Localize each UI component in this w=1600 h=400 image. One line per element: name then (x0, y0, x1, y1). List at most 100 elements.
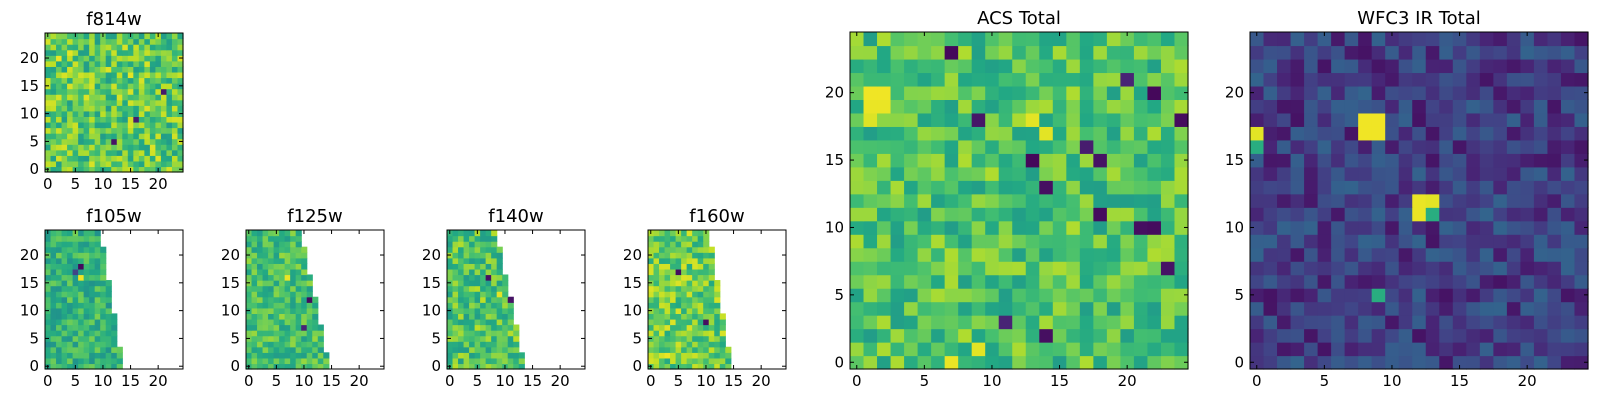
heatmap-cell (917, 315, 932, 330)
heatmap-cell (61, 285, 68, 292)
heatmap-cell (166, 71, 173, 79)
heatmap-cell (447, 285, 454, 292)
heatmap-cell (1012, 315, 1027, 330)
heatmap-cell (284, 341, 291, 348)
heatmap-cell (513, 341, 520, 348)
heatmap-cell (50, 105, 57, 112)
heatmap-cell (155, 38, 162, 45)
heatmap-cell (1439, 85, 1454, 100)
heatmap-cell (111, 352, 118, 359)
heatmap-cell (998, 126, 1013, 141)
heatmap-cell (714, 330, 721, 337)
heatmap-cell (998, 193, 1013, 208)
heatmap-cell (686, 330, 693, 337)
heatmap-cell (1425, 139, 1440, 154)
heatmap-cell (67, 285, 74, 292)
heatmap-cell (78, 83, 85, 90)
heatmap-cell (111, 318, 118, 326)
heatmap-cell (917, 166, 932, 181)
heatmap-cell (708, 302, 715, 309)
heatmap-cell (257, 241, 264, 248)
heatmap-cell (648, 257, 655, 264)
heatmap-cell (1533, 166, 1549, 181)
heatmap-cell (251, 324, 258, 331)
heatmap-cell (496, 246, 503, 253)
heatmap-cell (1533, 99, 1549, 114)
heatmap-cell (469, 341, 476, 348)
heatmap-cell (251, 274, 258, 281)
heatmap-cell (485, 252, 492, 259)
heatmap-cell (1493, 342, 1508, 357)
heatmap-cell (863, 153, 878, 168)
heatmap-cell (659, 313, 666, 320)
heatmap-cell (1425, 45, 1440, 60)
heatmap-cell (177, 33, 184, 40)
heatmap-cell (686, 291, 693, 298)
heatmap-cell (958, 301, 973, 316)
heatmap-cell (155, 88, 162, 95)
heatmap-cell (257, 235, 264, 242)
heatmap-cell (262, 352, 269, 359)
heatmap-cell (50, 246, 57, 253)
heatmap-cell (1371, 85, 1386, 100)
heatmap-cell (279, 263, 286, 270)
heatmap-cell (50, 77, 57, 84)
heatmap-cell (273, 280, 280, 287)
heatmap-cell (160, 144, 168, 151)
heatmap-cell (670, 230, 677, 237)
heatmap-cell (1493, 288, 1508, 303)
heatmap-cell (1506, 99, 1521, 114)
heatmap-cell (480, 335, 487, 342)
heatmap-cell (1520, 85, 1535, 100)
heatmap-cell (719, 341, 726, 348)
heatmap-cell (72, 285, 79, 292)
heatmap-cell (703, 307, 710, 314)
heatmap-cell (998, 342, 1013, 357)
heatmap-cell (1547, 180, 1562, 195)
heatmap-cell (155, 149, 162, 156)
heatmap-cell (1520, 139, 1535, 154)
heatmap-cell (1147, 166, 1162, 181)
heatmap-cell (1466, 45, 1481, 60)
heatmap-cell (279, 280, 286, 287)
heatmap-cell (1412, 99, 1427, 114)
heatmap-cell (681, 335, 688, 342)
heatmap-cell (1120, 342, 1135, 357)
heatmap-cell (1371, 355, 1386, 370)
x-tick-label: 10 (1382, 372, 1401, 390)
heatmap-cell (116, 155, 123, 162)
heatmap-cell (1290, 315, 1305, 330)
heatmap-cell (1106, 207, 1121, 222)
heatmap-cell (127, 105, 134, 112)
heatmap-cell (1574, 342, 1589, 357)
heatmap-cell (149, 166, 156, 173)
heatmap-cell (83, 77, 90, 84)
heatmap-cell (1174, 32, 1189, 47)
heatmap-cell (1533, 274, 1549, 289)
heatmap-cell (1304, 301, 1319, 316)
heatmap-cell (171, 88, 179, 95)
heatmap-cell (306, 307, 313, 314)
heatmap-cell (1120, 234, 1135, 249)
heatmap-cell (1133, 112, 1149, 127)
heatmap-cell (653, 274, 660, 281)
heatmap-cell (1066, 99, 1081, 114)
heatmap-cell (67, 291, 74, 298)
heatmap-cell (1452, 45, 1467, 60)
heatmap-cell (171, 49, 179, 56)
heatmap-cells-acs_total (850, 32, 1189, 370)
heatmap-cell (971, 45, 986, 60)
heatmap-cell (61, 313, 68, 320)
heatmap-cell (78, 155, 85, 162)
heatmap-cell (863, 261, 878, 276)
heatmap-cell (133, 121, 140, 129)
heatmap-cell (1385, 207, 1400, 222)
heatmap-cell (61, 241, 68, 248)
heatmap-cell (1358, 355, 1373, 370)
heatmap-cell (160, 44, 168, 51)
heatmap-cell (166, 83, 173, 90)
heatmap-cell (100, 121, 107, 129)
heatmap-cell (1560, 112, 1576, 127)
heatmap-cell (56, 166, 63, 173)
heatmap-cell (105, 341, 112, 348)
